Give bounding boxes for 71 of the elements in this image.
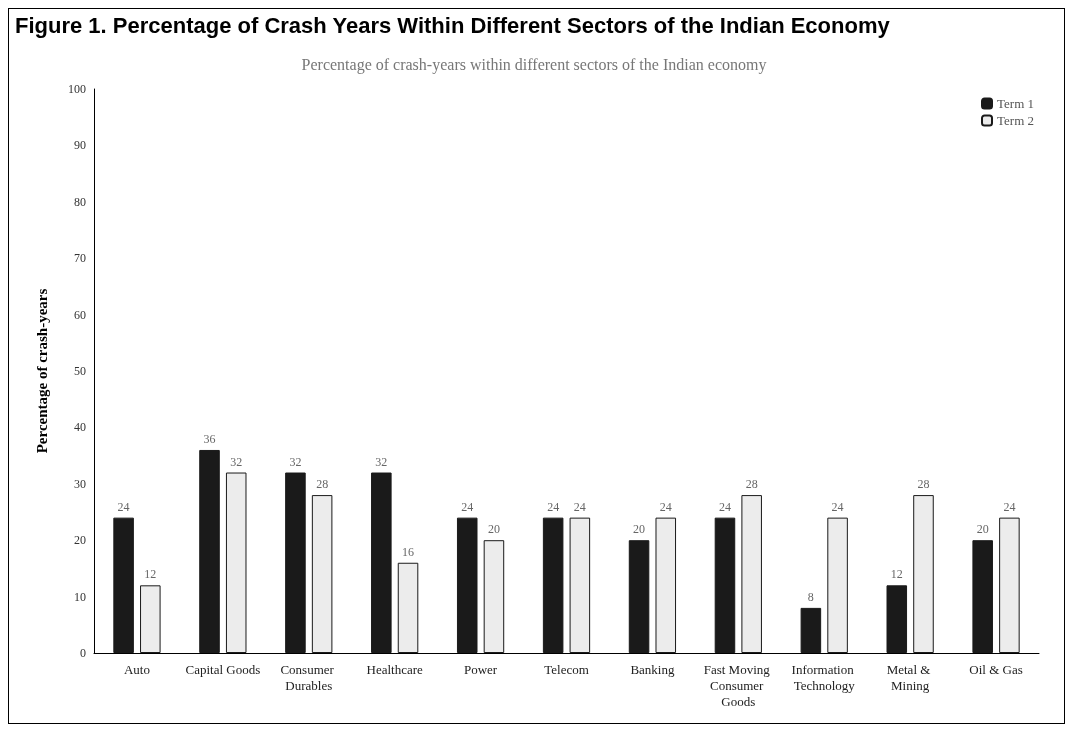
data-label: 24	[659, 499, 672, 514]
chart-subtitle: Percentage of crash-years within different sectors of the Indian economy	[301, 55, 767, 74]
data-label: 32	[289, 454, 302, 469]
data-label: 24	[573, 499, 586, 514]
data-label: 24	[1003, 499, 1016, 514]
bar	[913, 495, 934, 653]
x-tick-label: Oil & Gas	[969, 661, 1023, 677]
y-tick-label: 30	[74, 476, 86, 491]
data-label: 28	[917, 477, 930, 492]
y-tick-label: 70	[74, 251, 86, 266]
data-label: 24	[718, 499, 731, 514]
data-label: 36	[203, 431, 216, 446]
data-label: 20	[487, 522, 500, 537]
bar	[569, 517, 591, 653]
x-tick-label: Auto	[123, 661, 150, 677]
y-tick-label: 90	[74, 138, 86, 153]
y-axis-title: Percentage of crash-years	[33, 288, 50, 454]
bar	[972, 540, 993, 653]
bar	[199, 449, 220, 653]
bar	[542, 517, 564, 653]
data-label: 28	[316, 477, 329, 492]
y-tick-label: 60	[74, 307, 86, 322]
chart-title: Figure 1. Percentage of Crash Years Within Different Sectors of the Indian Economy	[14, 12, 891, 40]
y-tick-label: 100	[68, 82, 86, 96]
x-tick-label: Telecom	[544, 661, 589, 677]
y-tick-label: 80	[74, 194, 86, 209]
data-label: 12	[890, 567, 903, 582]
bar	[456, 517, 478, 653]
data-label: 20	[976, 522, 989, 537]
bar	[886, 585, 908, 653]
bar	[140, 585, 161, 653]
y-tick-label: 0	[80, 646, 86, 660]
y-tick-label: 10	[74, 589, 86, 604]
legend-label: Term 1	[997, 96, 1035, 111]
bar	[225, 472, 247, 653]
bar	[285, 472, 306, 653]
bar	[371, 472, 392, 653]
data-label: 24	[831, 499, 844, 514]
data-label: 24	[117, 499, 130, 514]
bar	[113, 517, 134, 653]
data-label: 28	[745, 477, 758, 492]
x-tick-label: Metal & Mining	[886, 661, 934, 693]
data-label: 32	[230, 454, 243, 469]
data-label: 24	[547, 499, 560, 514]
y-tick-label: 50	[74, 364, 86, 378]
bar	[311, 495, 333, 653]
data-label: 8	[807, 589, 814, 604]
x-tick-label: Healthcare	[366, 661, 424, 677]
x-tick-label: Fast Moving Consumer Goods	[703, 661, 773, 709]
data-label: 12	[144, 567, 157, 582]
x-tick-label: Information Technology	[791, 661, 857, 693]
x-tick-label: Consumer Durables	[280, 661, 338, 693]
y-tick-label: 20	[74, 533, 86, 548]
x-tick-label: Capital Goods	[185, 661, 261, 677]
x-tick-label: Power	[463, 661, 498, 677]
bar	[827, 517, 848, 653]
bar	[655, 517, 677, 653]
bar	[741, 495, 762, 653]
data-label: 32	[375, 454, 388, 469]
legend-label: Term 2	[997, 113, 1035, 128]
y-tick-label: 40	[74, 420, 86, 435]
bar	[628, 540, 650, 653]
bar	[397, 562, 419, 653]
data-label: 20	[633, 522, 646, 537]
bar	[999, 517, 1020, 653]
bar	[800, 607, 822, 653]
x-tick-label: Banking	[630, 661, 675, 677]
data-label: 24	[461, 499, 474, 514]
data-label: 16	[402, 544, 415, 559]
bar	[714, 517, 736, 653]
bar	[483, 540, 505, 653]
